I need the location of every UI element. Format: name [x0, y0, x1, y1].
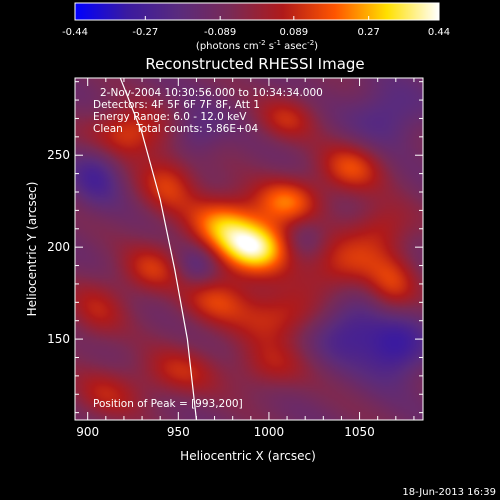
x-tick-label: 1000: [254, 425, 285, 439]
annotation-peak: Position of Peak = [993,200]: [93, 398, 243, 410]
colorbar-unit-close: ): [314, 41, 318, 52]
colorbar-tick-labels: -0.44 -0.27 -0.089 0.089 0.27 0.44: [62, 27, 450, 38]
colorbar-tick-label: 0.44: [428, 27, 450, 38]
colorbar-tick-label: 0.089: [279, 27, 308, 38]
colorbar: [74, 2, 440, 21]
colorbar-unit-mid: s: [266, 41, 274, 52]
x-axis-label: Heliocentric X (arcsec): [180, 449, 316, 463]
colorbar-ticks: [74, 16, 440, 20]
axis-ticks: [75, 78, 423, 420]
colorbar-unit-end: asec: [281, 41, 307, 52]
annotation-time: 2-Nov-2004 10:30:56.000 to 10:34:34.000: [100, 87, 323, 99]
heatmap-image: [75, 78, 423, 420]
y-tick-label: 200: [47, 240, 70, 254]
colorbar-unit-sup3: -2: [307, 39, 314, 47]
annotations: 2-Nov-2004 10:30:56.000 to 10:34:34.000 …: [93, 87, 323, 410]
y-axis-label: Heliocentric Y (arcsec): [25, 182, 39, 317]
x-tick-label: 1050: [344, 425, 375, 439]
annotation-clean: Clean Total counts: 5.86E+04: [93, 123, 258, 135]
y-tick-labels: 150 200 250: [47, 148, 70, 346]
chart-title: Reconstructed RHESSI Image: [145, 55, 364, 73]
plot-frame: [74, 77, 424, 421]
annotation-detectors: Detectors: 4F 5F 6F 7F 8F, Att 1: [93, 99, 260, 111]
x-tick-labels: 900 950 1000 1050: [76, 425, 375, 439]
colorbar-tick-label: -0.44: [62, 27, 88, 38]
solar-limb-curve: [119, 78, 198, 420]
colorbar-unit-main: (photons cm: [196, 41, 259, 52]
colorbar-unit-label: (photons cm-2 s-1 asec-2): [196, 39, 318, 52]
y-tick-label: 150: [47, 332, 70, 346]
colorbar-tick-label: -0.089: [204, 27, 236, 38]
annotation-energy: Energy Range: 6.0 - 12.0 keV: [93, 111, 247, 123]
footer-timestamp: 18-Jun-2013 16:39: [402, 487, 496, 498]
x-tick-label: 900: [76, 425, 99, 439]
x-tick-label: 950: [167, 425, 190, 439]
y-tick-label: 250: [47, 148, 70, 162]
colorbar-unit-sup2: -1: [274, 39, 281, 47]
colorbar-tick-label: 0.27: [358, 27, 380, 38]
colorbar-tick-label: -0.27: [132, 27, 158, 38]
colorbar-unit-sup1: -2: [259, 39, 266, 47]
